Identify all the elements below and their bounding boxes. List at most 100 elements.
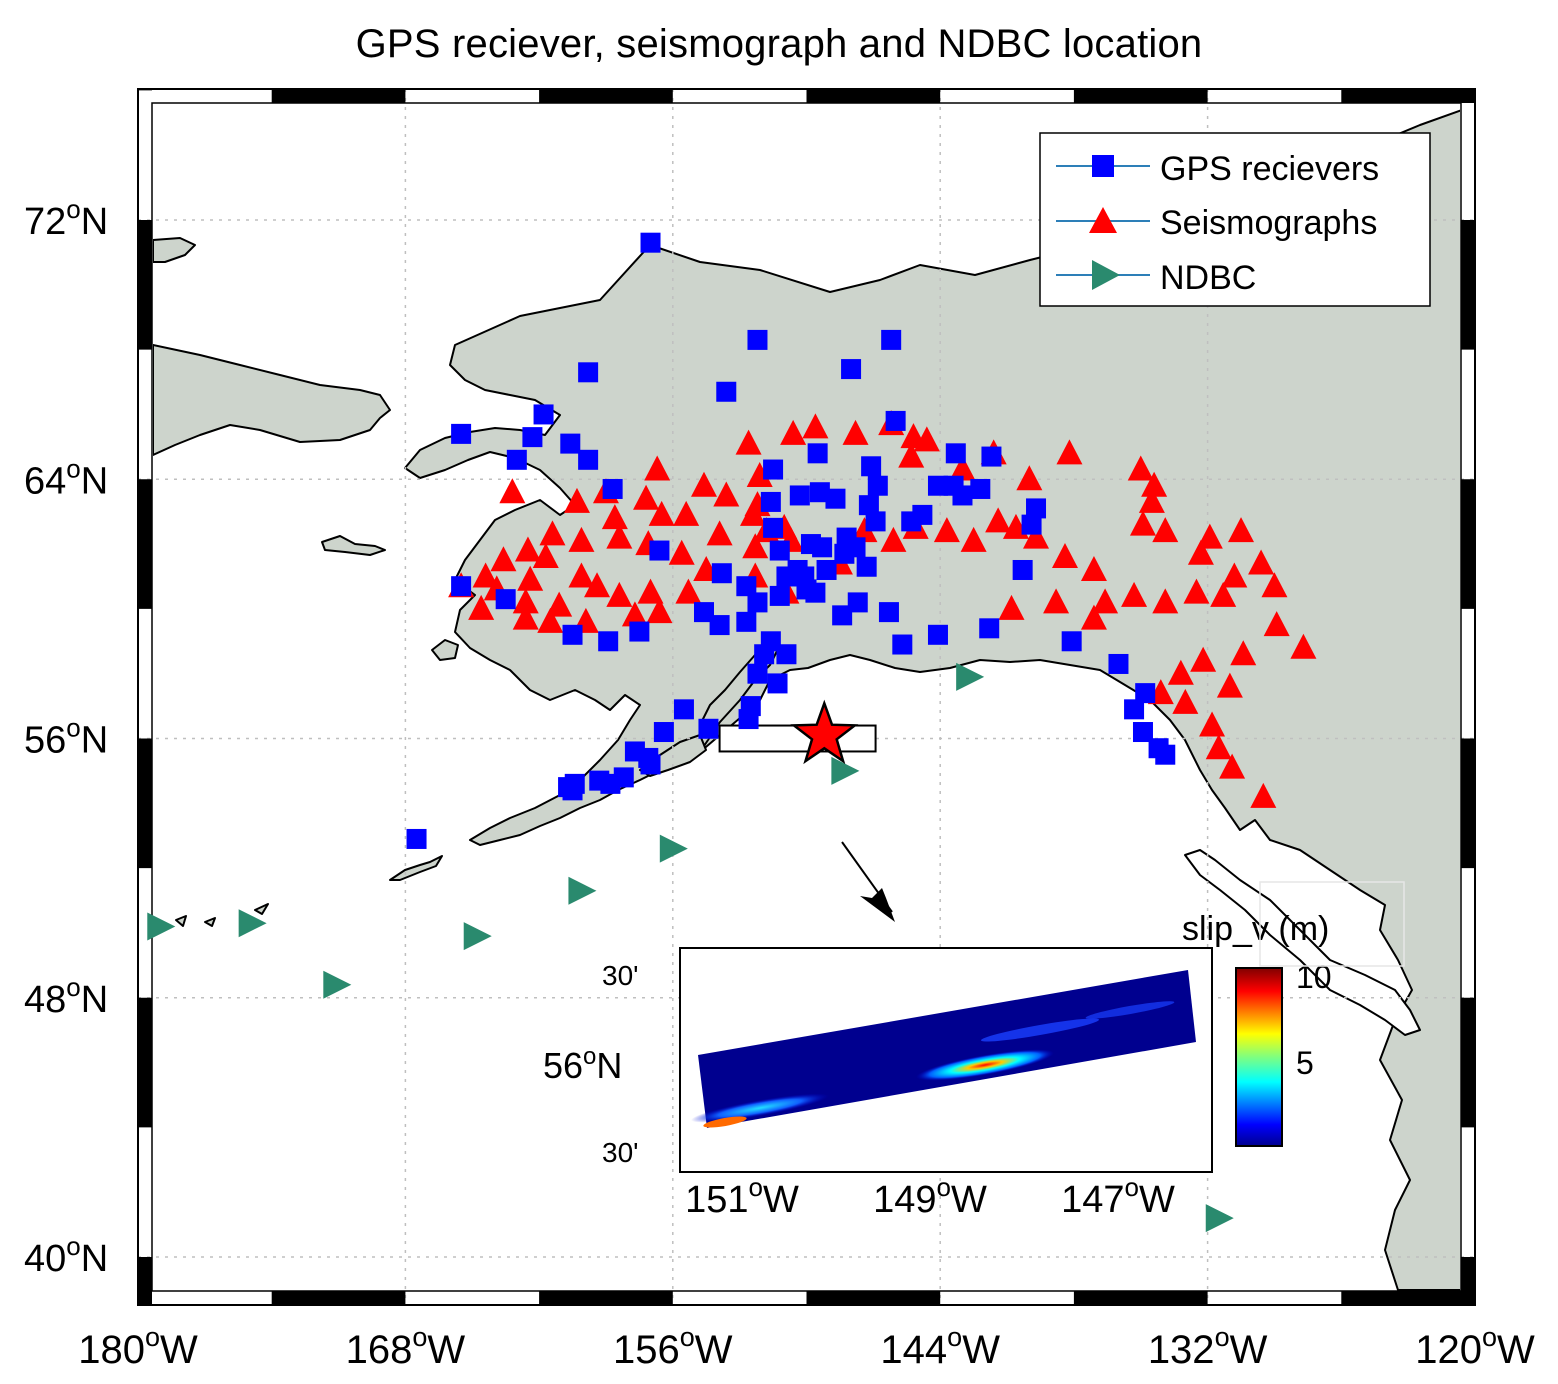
gps-station-21	[789, 485, 810, 506]
gps-station-75	[406, 828, 427, 849]
gps-station-36	[736, 576, 757, 597]
gps-station-37	[816, 559, 837, 580]
colorbar-title-box	[1259, 881, 1405, 967]
seismograph-23	[633, 484, 660, 510]
gps-station-44	[979, 618, 1000, 639]
lat-label-2: 56oN	[24, 713, 108, 762]
aleutian-1	[389, 855, 443, 881]
gps-station-1	[578, 362, 599, 383]
frame-seg-left-8	[138, 997, 152, 1128]
gps-station-60	[767, 673, 788, 694]
seismograph-38	[851, 517, 878, 543]
frame-seg-right-2	[1461, 220, 1475, 350]
seismograph-49	[1129, 510, 1156, 536]
legend-label-seismographs: Seismographs	[1160, 204, 1377, 242]
seismograph-97	[499, 478, 526, 504]
gps-station-17	[867, 475, 888, 496]
gps-station-6	[885, 410, 906, 431]
gps-station-40	[832, 605, 853, 626]
gps-station-65	[653, 722, 674, 743]
frame-seg-right-4	[1461, 479, 1475, 609]
gps-station-24	[858, 495, 879, 516]
gps-station-68	[640, 754, 661, 775]
colorbar-tick-5: 5	[1296, 1045, 1314, 1081]
gps-station-3	[841, 359, 862, 380]
gps-station-81	[1021, 514, 1042, 535]
ndbc-buoy-2	[659, 834, 688, 863]
seismograph-53	[1228, 517, 1255, 543]
gps-station-22	[809, 482, 830, 503]
seismograph-92	[706, 520, 733, 546]
seismograph-46	[1051, 543, 1078, 569]
lat-label-4: 40oN	[24, 1231, 108, 1280]
seismograph-81	[512, 588, 539, 614]
gps-station-55	[736, 611, 757, 632]
inset-lon-label-0: 151oW	[685, 1172, 799, 1221]
seismograph-71	[1172, 688, 1199, 714]
gps-station-39	[847, 592, 868, 613]
ndbc-buoy-7	[147, 912, 176, 941]
seismograph-56	[1221, 562, 1248, 588]
gps-station-5	[716, 381, 737, 402]
seismograph-31	[606, 523, 633, 549]
colorbar: slip_v (m) 10 5	[1182, 881, 1405, 1147]
gps-station-8	[533, 404, 554, 425]
ndbc-layer	[147, 662, 1234, 1233]
slip-fault-plane	[698, 970, 1196, 1128]
gps-station-35	[747, 592, 768, 613]
frame-seg-bottom-9	[1341, 1291, 1475, 1305]
seismograph-19	[742, 533, 769, 559]
aleutian-4	[254, 903, 269, 915]
seismograph-42	[960, 526, 987, 552]
seismograph-7	[1016, 465, 1043, 491]
frame-seg-top-7	[1073, 89, 1208, 103]
seismograph-legend-marker-icon	[1089, 207, 1117, 233]
seismograph-65	[1263, 611, 1290, 637]
gps-station-77	[598, 631, 619, 652]
seismograph-0	[735, 429, 762, 455]
zoom-arrow-icon	[841, 841, 895, 922]
seismograph-94	[648, 500, 675, 526]
gps-station-49	[1124, 699, 1145, 720]
gps-station-41	[878, 602, 899, 623]
inset-lat-main-label: 56oN	[543, 1043, 622, 1086]
gps-station-19	[981, 446, 1002, 467]
gps-station-58	[776, 644, 797, 665]
frame-seg-left-0	[138, 89, 152, 91]
lon-label-1: 168oW	[346, 1322, 466, 1372]
ndbc-buoy-8	[1205, 1204, 1234, 1233]
gps-station-74	[562, 780, 583, 801]
seismograph-22	[644, 455, 671, 481]
frame-seg-right-6	[1461, 738, 1475, 869]
seismograph-85	[637, 578, 664, 604]
colorbar-scale	[1235, 967, 1283, 1147]
seismograph-66	[1290, 633, 1317, 659]
seismograph-30	[568, 526, 595, 552]
gps-station-59	[747, 663, 768, 684]
gps-station-79	[562, 624, 583, 645]
ndbc-legend-marker-icon	[1092, 260, 1120, 290]
seismograph-2	[802, 413, 829, 439]
lon-label-5: 120oW	[1415, 1322, 1535, 1372]
frame-seg-bottom-7	[1073, 1291, 1208, 1305]
seismograph-51	[1187, 539, 1214, 565]
vancouver-channel	[1184, 849, 1421, 1036]
gps-station-20	[760, 491, 781, 512]
gps-station-29	[769, 540, 790, 561]
seismograph-28	[472, 562, 499, 588]
frame-seg-left-10	[138, 1257, 152, 1305]
seismograph-63	[1043, 588, 1070, 614]
seismograph-43	[985, 507, 1012, 533]
ndbc-buoy-3	[568, 876, 597, 905]
gps-station-94	[711, 563, 732, 584]
seismograph-29	[532, 543, 559, 569]
seismograph-55	[1261, 572, 1288, 598]
frame-seg-top-1	[271, 89, 406, 103]
gps-station-90	[800, 534, 821, 555]
seismograph-9	[1127, 455, 1154, 481]
seismograph-86	[675, 578, 702, 604]
frame-seg-right-0	[1461, 89, 1475, 91]
seismograph-62	[1080, 604, 1107, 630]
gps-station-85	[952, 485, 973, 506]
